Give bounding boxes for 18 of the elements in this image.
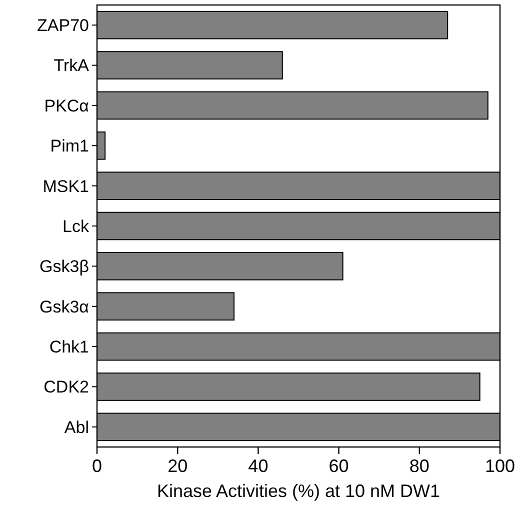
x-tick-label: 0 — [92, 456, 102, 476]
y-tick-label: Chk1 — [49, 337, 89, 356]
y-tick-label: MSK1 — [42, 176, 89, 196]
x-tick-label: 60 — [328, 456, 349, 476]
y-tick-label: Gsk3β — [40, 257, 90, 276]
y-tick-label: Abl — [64, 418, 89, 437]
y-tick-label: PKCα — [44, 96, 90, 116]
x-tick-label: 20 — [168, 456, 188, 476]
y-tick-label: TrkA — [54, 56, 90, 76]
y-tick-label: ZAP70 — [37, 16, 89, 36]
x-tick-label: 80 — [409, 456, 430, 476]
y-tick-label: Pim1 — [50, 136, 89, 156]
y-tick-label: CDK2 — [44, 378, 89, 397]
y-tick-label: Lck — [62, 216, 90, 236]
y-tick-label: Gsk3α — [39, 297, 90, 316]
x-tick-label: 100 — [484, 456, 516, 476]
x-axis-title: Kinase Activities (%) at 10 nM DW1 — [156, 481, 440, 501]
x-tick-label: 40 — [248, 456, 268, 476]
